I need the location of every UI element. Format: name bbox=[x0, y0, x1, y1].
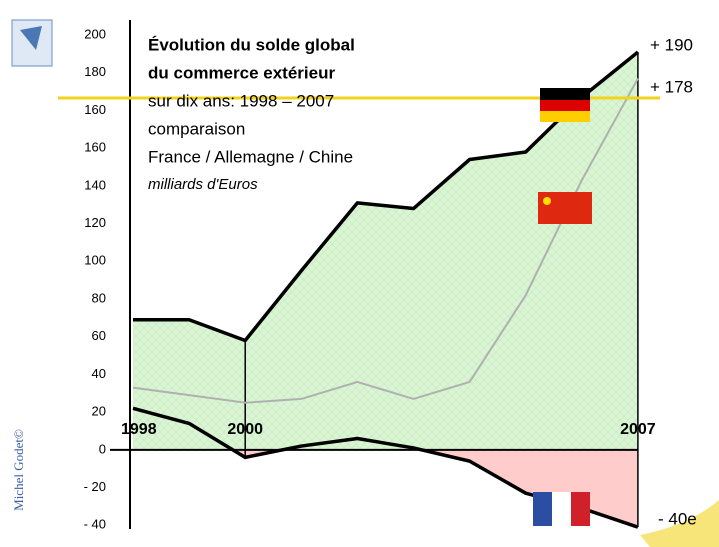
credit: Michel Godet© bbox=[11, 429, 26, 511]
y-tick-label: - 20 bbox=[84, 479, 106, 494]
series-line bbox=[132, 77, 639, 404]
annotation: - 40e bbox=[658, 509, 697, 528]
annotation: + 178 bbox=[650, 77, 693, 96]
y-tick-label: 160 bbox=[84, 140, 106, 155]
unit-note: milliards d'Euros bbox=[148, 176, 258, 193]
y-tick-label: 100 bbox=[84, 253, 106, 268]
y-tick-label: - 40 bbox=[84, 517, 106, 532]
logo-icon bbox=[20, 26, 42, 50]
y-tick-label: 120 bbox=[84, 215, 106, 230]
annotation: + 190 bbox=[650, 35, 693, 54]
y-tick-label: 0 bbox=[99, 441, 106, 456]
subtitle-line: France / Allemagne / Chine bbox=[148, 147, 353, 166]
flag-germany bbox=[540, 88, 590, 122]
flag-china bbox=[538, 192, 592, 224]
x-tick-label: 1998 bbox=[121, 421, 157, 438]
y-tick-label: 60 bbox=[92, 328, 106, 343]
y-tick-label: 20 bbox=[92, 404, 106, 419]
y-tick-label: 160 bbox=[84, 102, 106, 117]
series-line bbox=[133, 50, 639, 343]
page-curl bbox=[640, 500, 719, 547]
area-pattern bbox=[133, 52, 638, 450]
area bbox=[233, 450, 638, 528]
y-tick-label: 80 bbox=[92, 290, 106, 305]
y-tick-label: 200 bbox=[84, 27, 106, 42]
subtitle-line: comparaison bbox=[148, 119, 245, 138]
title-line: Évolution du solde global bbox=[148, 35, 355, 54]
subtitle-line: sur dix ans: 1998 – 2007 bbox=[148, 91, 334, 110]
y-tick-label: 180 bbox=[84, 64, 106, 79]
y-tick-label: 40 bbox=[92, 366, 106, 381]
y-tick-label: 140 bbox=[84, 177, 106, 192]
flag-france bbox=[533, 492, 590, 526]
title-line: du commerce extérieur bbox=[148, 63, 335, 82]
